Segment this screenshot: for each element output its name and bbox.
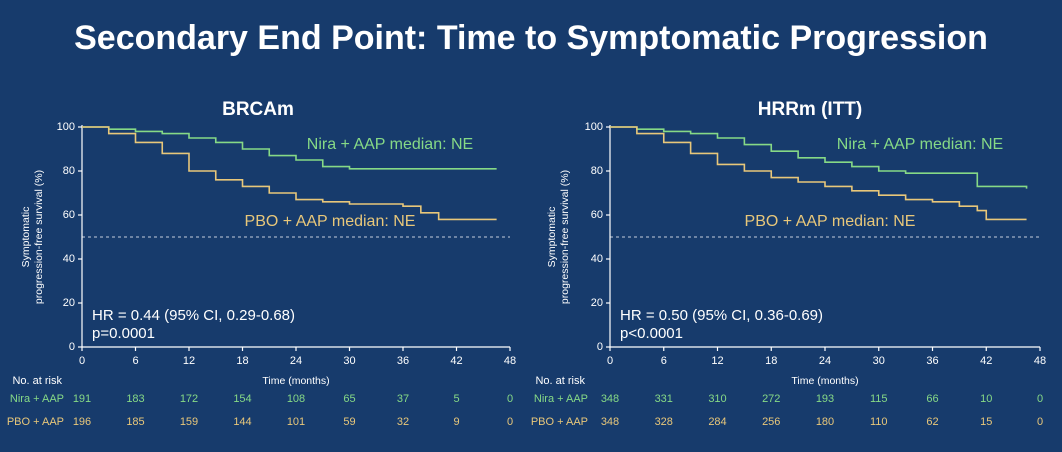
risk-row-label: Nira + AAP (534, 393, 588, 405)
risk-count: 154 (233, 393, 251, 405)
risk-count: 196 (73, 416, 91, 428)
risk-count: 191 (73, 393, 91, 405)
x-tick-label: 42 (450, 355, 462, 367)
risk-count: 159 (180, 416, 198, 428)
risk-count: 37 (397, 393, 409, 405)
risk-count: 108 (287, 393, 305, 405)
x-tick-label: 48 (504, 355, 516, 367)
x-tick-label: 12 (711, 355, 723, 367)
risk-count: 110 (870, 416, 888, 428)
annotation: p<0.0001 (620, 325, 683, 342)
y-tick-label: 20 (63, 297, 75, 309)
annotation: p=0.0001 (92, 325, 155, 342)
y-tick-label: 40 (591, 253, 603, 265)
risk-count: 101 (287, 416, 305, 428)
y-tick-label: 60 (63, 209, 75, 221)
risk-count: 62 (926, 416, 938, 428)
risk-count: 0 (507, 416, 513, 428)
annotation: HR = 0.44 (95% CI, 0.29-0.68) (92, 307, 295, 324)
risk-count: 331 (655, 393, 673, 405)
y-tick-label: 60 (591, 209, 603, 221)
x-tick-label: 6 (661, 355, 667, 367)
chart-title: BRCAm (222, 99, 294, 120)
y-axis-label-line: progression-free survival (%) (33, 170, 45, 304)
y-tick-label: 80 (591, 165, 603, 177)
x-tick-label: 48 (1034, 355, 1046, 367)
risk-count: 193 (816, 393, 834, 405)
risk-row-label: PBO + AAP (531, 416, 588, 428)
risk-count: 144 (233, 416, 251, 428)
risk-row-label: Nira + AAP (10, 393, 64, 405)
survival-curve (610, 126, 1028, 189)
chart-title: HRRm (ITT) (758, 99, 862, 120)
risk-count: 15 (980, 416, 992, 428)
risk-count: 328 (655, 416, 673, 428)
annotation: Nira + AAP median: NE (837, 136, 1003, 153)
risk-count: 115 (870, 393, 888, 405)
y-tick-label: 40 (63, 253, 75, 265)
risk-count: 32 (397, 416, 409, 428)
survival-curve (82, 126, 497, 221)
annotation: HR = 0.50 (95% CI, 0.36-0.69) (620, 307, 823, 324)
survival-curve (82, 126, 497, 170)
x-tick-label: 0 (607, 355, 613, 367)
y-tick-label: 80 (63, 165, 75, 177)
risk-count: 310 (708, 393, 726, 405)
risk-count: 284 (708, 416, 726, 428)
x-tick-label: 24 (290, 355, 302, 367)
risk-count: 256 (762, 416, 780, 428)
slide-title: Secondary End Point: Time to Symptomatic… (74, 19, 988, 57)
y-axis-label: Symptomaticprogression-free survival (%) (20, 170, 45, 304)
survival-curve (610, 126, 1027, 221)
x-tick-label: 12 (183, 355, 195, 367)
risk-count: 0 (1037, 393, 1043, 405)
risk-count: 59 (343, 416, 355, 428)
y-axis-label-line: Symptomatic (546, 207, 558, 268)
risk-count: 348 (601, 416, 619, 428)
risk-count: 0 (1037, 416, 1043, 428)
y-axis-label-line: Symptomatic (20, 207, 32, 268)
risk-count: 272 (762, 393, 780, 405)
risk-table-label: No. at risk (535, 375, 585, 387)
x-tick-label: 0 (79, 355, 85, 367)
annotation: PBO + AAP median: NE (245, 213, 416, 230)
risk-count: 65 (343, 393, 355, 405)
annotation: PBO + AAP median: NE (745, 213, 916, 230)
risk-count: 10 (980, 393, 992, 405)
y-axis-label: Symptomaticprogression-free survival (%) (546, 170, 571, 304)
x-tick-label: 24 (819, 355, 831, 367)
x-axis-label: Time (months) (791, 375, 858, 387)
annotation: Nira + AAP median: NE (307, 136, 473, 153)
risk-count: 172 (180, 393, 198, 405)
x-tick-label: 6 (132, 355, 138, 367)
x-tick-label: 30 (343, 355, 355, 367)
risk-count: 0 (507, 393, 513, 405)
risk-count: 348 (601, 393, 619, 405)
y-tick-label: 0 (597, 341, 603, 353)
risk-table-label: No. at risk (12, 375, 62, 387)
risk-count: 66 (926, 393, 938, 405)
risk-count: 5 (453, 393, 459, 405)
risk-count: 183 (126, 393, 144, 405)
x-axis-label: Time (months) (262, 375, 329, 387)
y-tick-label: 100 (585, 121, 603, 133)
x-tick-label: 42 (980, 355, 992, 367)
x-tick-label: 36 (926, 355, 938, 367)
x-tick-label: 30 (873, 355, 885, 367)
x-tick-label: 36 (397, 355, 409, 367)
x-tick-label: 18 (765, 355, 777, 367)
x-tick-label: 18 (236, 355, 248, 367)
risk-row-label: PBO + AAP (7, 416, 64, 428)
y-tick-label: 0 (69, 341, 75, 353)
y-axis-label-line: progression-free survival (%) (559, 170, 571, 304)
risk-count: 9 (453, 416, 459, 428)
risk-count: 180 (816, 416, 834, 428)
y-tick-label: 100 (57, 121, 75, 133)
risk-count: 185 (126, 416, 144, 428)
y-tick-label: 20 (591, 297, 603, 309)
